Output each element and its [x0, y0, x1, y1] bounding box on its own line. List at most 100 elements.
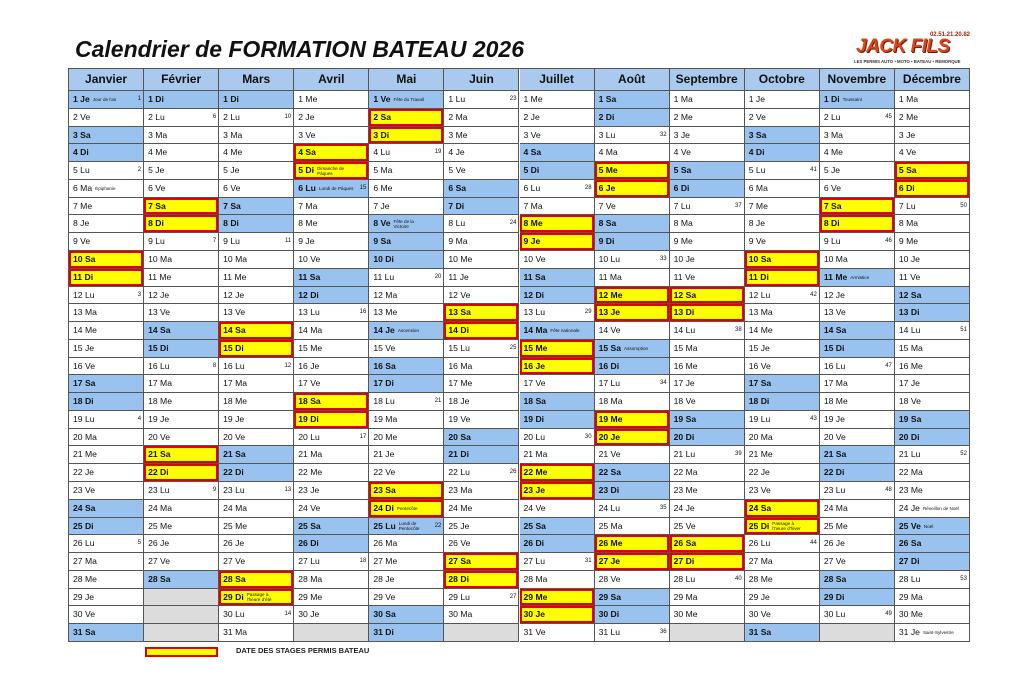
day-number: 9 — [898, 236, 904, 247]
day-cell: 29 Me — [294, 588, 370, 607]
day-cell: 15 Di — [819, 339, 895, 358]
weekday: Di — [80, 147, 89, 158]
day-number: 28 — [748, 573, 759, 584]
weekday: Sa — [760, 378, 772, 389]
weekday: Je — [460, 520, 470, 531]
day-cell: 24 Lu 35 — [594, 499, 670, 518]
day-number: 4 — [223, 147, 228, 158]
day-number: 7 — [673, 200, 679, 211]
day-number: 12 — [523, 289, 534, 300]
day-cell: 26 Lu 44 — [744, 535, 820, 554]
weekday: Me — [385, 307, 398, 318]
weekday: Sa — [385, 360, 396, 371]
day-note: Assomption — [624, 346, 649, 352]
day-cell: 9 Lu 46 — [819, 233, 895, 251]
day-cell: 25 Sa — [519, 517, 595, 536]
weekday: Ve — [230, 182, 241, 193]
weekday: Ma — [530, 200, 543, 211]
weekday: Lu — [155, 111, 165, 122]
day-cell: 30 Di — [594, 606, 670, 625]
day-number: 25 — [148, 520, 158, 531]
day-cell: 26 Je — [219, 535, 295, 554]
day-cell: 9 Je — [294, 233, 370, 251]
day-number: 6 — [898, 182, 904, 193]
day-number: 16 — [598, 360, 609, 371]
day-number: 6 — [523, 182, 529, 193]
day-cell: 29 Me — [519, 588, 595, 607]
day-number: 21 — [298, 449, 308, 460]
day-number: 12 — [448, 289, 458, 300]
day-cell: 10 Sa — [744, 250, 820, 269]
weekday: Ve — [84, 360, 95, 371]
day-cell: 27 Sa — [444, 553, 520, 571]
day-cell: 28 Lu 40 — [669, 570, 745, 589]
day-number: 22 — [448, 467, 458, 478]
day-number: 23 — [148, 485, 158, 496]
day-number: 8 — [598, 218, 604, 229]
weekday: Me — [535, 591, 548, 602]
weekday: Je — [910, 502, 920, 513]
day-cell: 12 Je — [219, 286, 295, 305]
day-number: 16 — [898, 360, 909, 371]
day-note: Jour de l'an — [92, 97, 117, 103]
day-number: 9 — [373, 236, 379, 247]
weekday: Me — [385, 556, 398, 567]
day-cell: 19 Di — [294, 410, 370, 429]
week-number: 33 — [659, 255, 667, 262]
day-cell: 21 Ma — [294, 446, 370, 465]
day-number: 6 — [148, 182, 153, 193]
day-cell: 11 Ve — [894, 268, 970, 287]
day-number: 14 — [148, 325, 158, 336]
day-number: 26 — [223, 538, 233, 549]
day-cell: 11 Me Armistice — [819, 268, 895, 287]
day-cell: 10 Me — [444, 250, 520, 269]
day-cell: 1 Ma — [894, 91, 970, 109]
day-cell: 25 Ve — [669, 517, 745, 536]
day-cell: 20 Lu 17 — [294, 428, 370, 447]
day-cell: 4 Me — [819, 144, 895, 163]
day-number: 17 — [898, 378, 909, 389]
day-number: 6 — [598, 182, 604, 193]
week-number: 21 — [434, 398, 442, 405]
day-number: 12 — [598, 289, 609, 300]
weekday: Me — [680, 111, 693, 122]
weekday: Sa — [760, 253, 772, 264]
day-cell: 11 Me — [219, 268, 295, 287]
day-cell: 27 Lu 31 — [519, 553, 595, 571]
day-cell: 13 Lu 29 — [519, 304, 595, 323]
day-cell: 4 Di — [69, 144, 145, 163]
weekday: Di — [455, 200, 465, 211]
weekday: Ma — [605, 147, 618, 158]
day-cell: 26 Di — [519, 535, 595, 554]
day-note: Lundi de Pentecôte — [398, 521, 420, 532]
title: Calendrier de FORMATION BATEAU 2026 — [75, 36, 525, 62]
day-cell: 25 Sa — [294, 517, 370, 536]
weekday: Di — [235, 467, 244, 478]
weekday: Di — [610, 485, 620, 496]
day-cell: 14 Ve — [594, 322, 670, 340]
day-number: 12 — [73, 289, 83, 300]
weekday: Di — [460, 573, 469, 584]
weekday: Lu — [610, 502, 621, 513]
day-cell: 23 Je — [294, 482, 370, 500]
weekday: Ve — [535, 253, 546, 264]
day-cell: 2 Je — [294, 108, 370, 127]
day-cell: 31 Sa — [69, 624, 145, 642]
day-cell: 26 Ma — [369, 535, 445, 554]
week-number: 22 — [434, 522, 442, 529]
day-cell: 23 Me — [669, 482, 745, 500]
week-number: 7 — [212, 238, 217, 245]
day-number: 26 — [448, 538, 458, 549]
legend-text: DATE DES STAGES PERMIS BATEAU — [236, 646, 370, 655]
day-number: 15 — [448, 342, 458, 353]
week-number: 51 — [960, 327, 967, 334]
day-cell: 3 Ve — [294, 126, 370, 145]
day-cell: 4 Je — [444, 144, 520, 163]
day-number: 7 — [598, 200, 604, 211]
day-cell: 2 Ve — [744, 108, 820, 127]
day-number: 19 — [823, 413, 834, 424]
weekday: Lu — [610, 378, 621, 389]
day-number: 9 — [448, 236, 454, 247]
day-number: 6 — [748, 182, 754, 193]
day-number: 5 — [223, 165, 228, 176]
